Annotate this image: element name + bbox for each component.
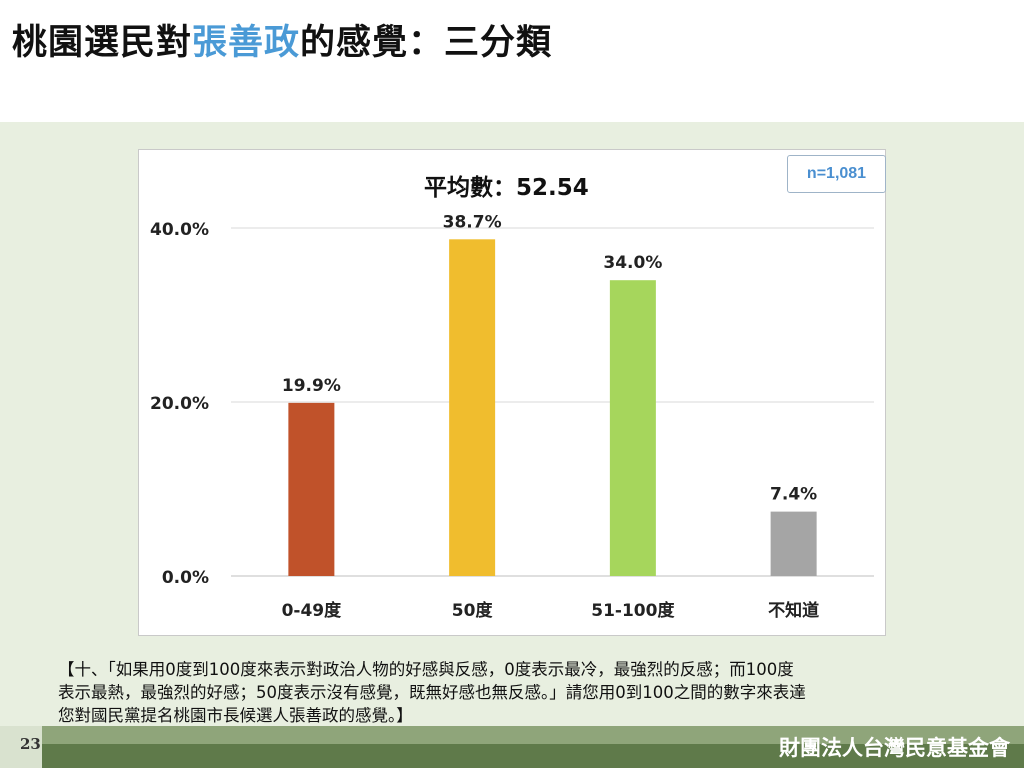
data-label: 38.7% (443, 212, 502, 232)
y-tick-label: 40.0% (150, 220, 209, 240)
title-prefix: 桃園選民對 (12, 23, 193, 63)
x-tick-label: 50度 (452, 600, 494, 621)
chart-frame: 0.0% 20.0% 40.0% 19.9% 0-49度 38.7% 50度 34.0% 51-… (138, 149, 886, 636)
x-tick-label: 0-49度 (282, 600, 343, 621)
footnote-line: 您對國民黨提名桃園市長候選人張善政的感覺。】 (58, 706, 413, 725)
organization-name: 財團法人台灣民意基金會 (779, 736, 1010, 760)
page-title: 桃園選民對張善政的感覺：三分類 (12, 14, 552, 65)
question-footnote: 【十、「如果用0度到100度來表示對政治人物的好感與反感，0度表示最冷，最強烈的… (58, 658, 978, 727)
title-suffix: 的感覺：三分類 (300, 23, 553, 63)
data-label: 19.9% (282, 376, 341, 396)
page-number-box (0, 726, 42, 768)
bar (449, 239, 496, 576)
bar (609, 280, 656, 576)
page-number: 23 (20, 735, 41, 753)
data-label: 34.0% (603, 253, 662, 273)
x-tick-label: 51-100度 (591, 600, 675, 621)
x-tick-label: 不知道 (768, 600, 819, 621)
sample-size-badge: n=1,081 (787, 155, 886, 193)
footnote-line: 【十、「如果用0度到100度來表示對政治人物的好感與反感，0度表示最冷，最強烈的… (58, 660, 794, 679)
y-tick-label: 0.0% (162, 568, 209, 588)
footnote-line: 表示最熱，最強烈的好感；50度表示沒有感覺，既無好感也無反感。」請您用0到100… (58, 683, 806, 702)
footer-stripe (0, 726, 1024, 744)
bar (288, 402, 335, 576)
chart-title: 平均數：52.54 (424, 175, 589, 201)
y-tick-label: 20.0% (150, 394, 209, 414)
data-label: 7.4% (770, 485, 817, 505)
bar (770, 511, 817, 576)
title-highlight: 張善政 (192, 23, 301, 63)
bar-chart: 0.0% 20.0% 40.0% 19.9% 0-49度 38.7% 50度 34.0% 51-… (150, 212, 874, 621)
